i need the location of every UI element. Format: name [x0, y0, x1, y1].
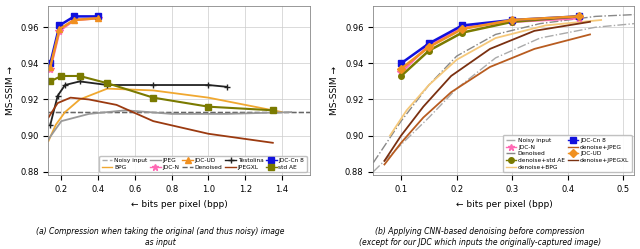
Text: (b) Applying CNN-based denoising before compression
(except for our JDC which in: (b) Applying CNN-based denoising before … [359, 227, 601, 247]
X-axis label: ← bits per pixel (bpp): ← bits per pixel (bpp) [456, 200, 552, 209]
Text: (a) Compression when taking the original (and thus noisy) image
as input: (a) Compression when taking the original… [36, 227, 284, 247]
X-axis label: ← bits per pixel (bpp): ← bits per pixel (bpp) [131, 200, 227, 209]
Y-axis label: MS-SSIM →: MS-SSIM → [330, 66, 339, 115]
Legend: Noisy input, JDC-N, Denoised, denoise+std AE, denoise+BPG, JDC-Cn 8, denoise+JPE: Noisy input, JDC-N, Denoised, denoise+st… [503, 135, 632, 172]
Y-axis label: MS-SSIM →: MS-SSIM → [6, 66, 15, 115]
Legend: Noisy input, BPG, JPEG, JDC-N, JDC-UD, Denoised, Testolina, JPEGXL, JDC-Cn 8, st: Noisy input, BPG, JPEG, JDC-N, JDC-UD, D… [99, 156, 307, 172]
